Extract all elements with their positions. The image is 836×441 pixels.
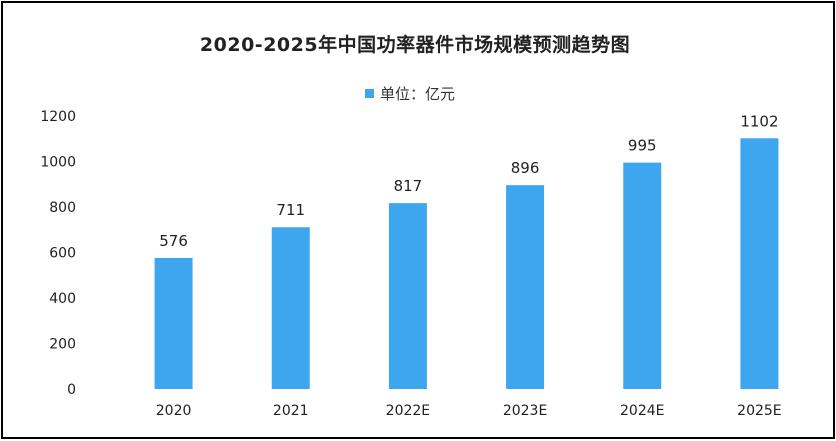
x-tick-label: 2023E <box>503 403 547 419</box>
x-tick-label: 2024E <box>620 403 664 419</box>
bar <box>506 185 545 389</box>
x-tick-label: 2021 <box>273 403 309 419</box>
bar <box>388 203 427 389</box>
legend: 单位：亿元 <box>365 83 455 104</box>
data-labels: 576 711 817 896 995 1102 <box>159 112 778 250</box>
y-axis-labels: 0 200 400 600 800 1000 1200 <box>40 109 76 398</box>
data-label: 995 <box>628 137 657 155</box>
data-label: 711 <box>276 201 305 219</box>
data-label: 1102 <box>740 112 778 130</box>
bar <box>154 257 193 389</box>
x-tick-label: 2025E <box>737 403 781 419</box>
x-tick-label: 2020 <box>156 403 192 419</box>
bar <box>740 138 779 389</box>
y-tick-label: 0 <box>67 382 76 398</box>
data-label: 896 <box>511 159 540 177</box>
x-axis-labels: 2020 2021 2022E 2023E 2024E 2025E <box>156 403 782 419</box>
y-tick-label: 600 <box>49 246 76 262</box>
y-tick-label: 400 <box>49 291 76 307</box>
y-tick-label: 1000 <box>40 155 76 171</box>
legend-label: 单位：亿元 <box>380 85 456 103</box>
y-tick-label: 1200 <box>40 109 76 125</box>
data-label: 576 <box>159 232 188 250</box>
y-tick-label: 200 <box>49 337 76 353</box>
chart-title: 2020-2025年中国功率器件市场规模预测趋势图 <box>199 34 631 56</box>
bars <box>154 138 779 389</box>
bar <box>623 162 662 389</box>
x-tick-label: 2022E <box>386 403 430 419</box>
y-tick-label: 800 <box>49 200 76 216</box>
legend-swatch <box>365 89 374 98</box>
data-label: 817 <box>394 177 423 195</box>
bar <box>271 227 310 389</box>
